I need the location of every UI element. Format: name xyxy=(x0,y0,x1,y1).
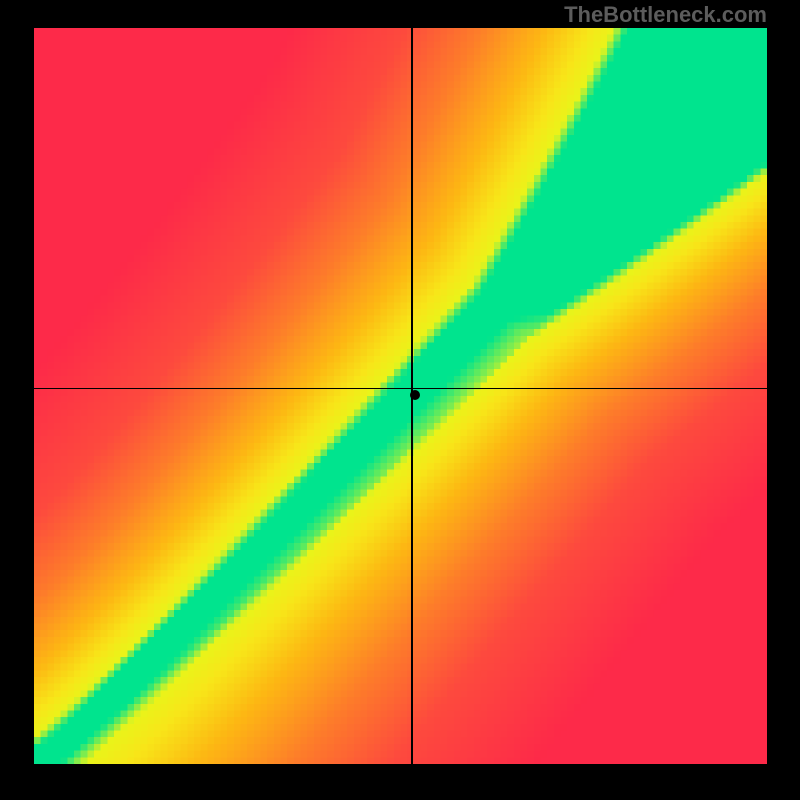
chart-container: TheBottleneck.com xyxy=(0,0,800,800)
bottleneck-heatmap xyxy=(34,28,767,764)
selection-marker xyxy=(410,390,420,400)
crosshair-horizontal xyxy=(34,388,767,390)
watermark-text: TheBottleneck.com xyxy=(564,2,767,28)
